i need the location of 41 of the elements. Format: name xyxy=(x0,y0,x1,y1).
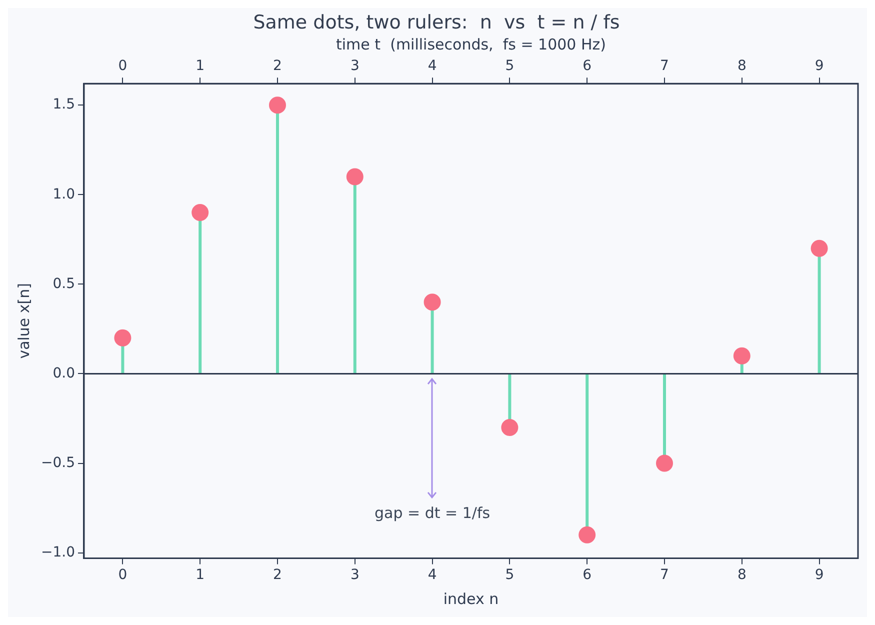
point xyxy=(114,329,132,346)
y-tick-label: 0.0 xyxy=(52,365,75,382)
x-tick-label: 4 xyxy=(428,58,437,74)
point xyxy=(656,454,673,472)
x2-tick-label: 3 xyxy=(350,567,360,584)
y-tick-label: 1.0 xyxy=(52,186,75,202)
point xyxy=(192,204,209,222)
x-tick-label: 5 xyxy=(505,58,514,74)
x-tick-label: 2 xyxy=(273,58,282,74)
y-tick-label: −1.0 xyxy=(40,544,75,560)
x-tick-label: 6 xyxy=(582,58,592,74)
point xyxy=(733,347,750,364)
x2-tick-label: 2 xyxy=(273,567,282,584)
x-tick-label: 0 xyxy=(118,58,128,74)
x-tick-label: 1 xyxy=(196,58,205,74)
point xyxy=(810,240,828,257)
x2-tick-label: 5 xyxy=(505,567,514,584)
x-axis-title: index n xyxy=(443,590,499,608)
y-tick-label: 0.5 xyxy=(52,276,75,292)
point xyxy=(501,418,518,436)
x2-tick-label: 8 xyxy=(737,567,746,584)
x-tick-label: 9 xyxy=(814,58,824,74)
point xyxy=(346,168,364,186)
x2-tick-label: 1 xyxy=(196,567,205,584)
x2-tick-label: 4 xyxy=(428,567,437,584)
x2-axis-title: time t (milliseconds, fs = 1000 Hz) xyxy=(336,36,606,54)
x-tick-label: 7 xyxy=(660,58,669,74)
point xyxy=(268,96,286,114)
y-tick-label: 1.5 xyxy=(52,96,75,113)
x-tick-label: 8 xyxy=(737,58,746,74)
chart-title: Same dots, two rulers: n vs t = n / fs xyxy=(253,11,620,34)
annotation: gap = dt = 1/fs xyxy=(374,504,490,522)
x2-tick-label: 0 xyxy=(118,567,128,584)
x2-tick-label: 9 xyxy=(814,567,824,584)
y-axis-title: value x[n] xyxy=(14,282,33,359)
point xyxy=(424,294,441,311)
x2-tick-label: 6 xyxy=(582,567,592,584)
y-tick-label: −0.5 xyxy=(40,454,75,471)
point xyxy=(578,526,596,544)
x2-tick-label: 7 xyxy=(660,567,669,584)
x-tick-label: 3 xyxy=(350,58,360,74)
